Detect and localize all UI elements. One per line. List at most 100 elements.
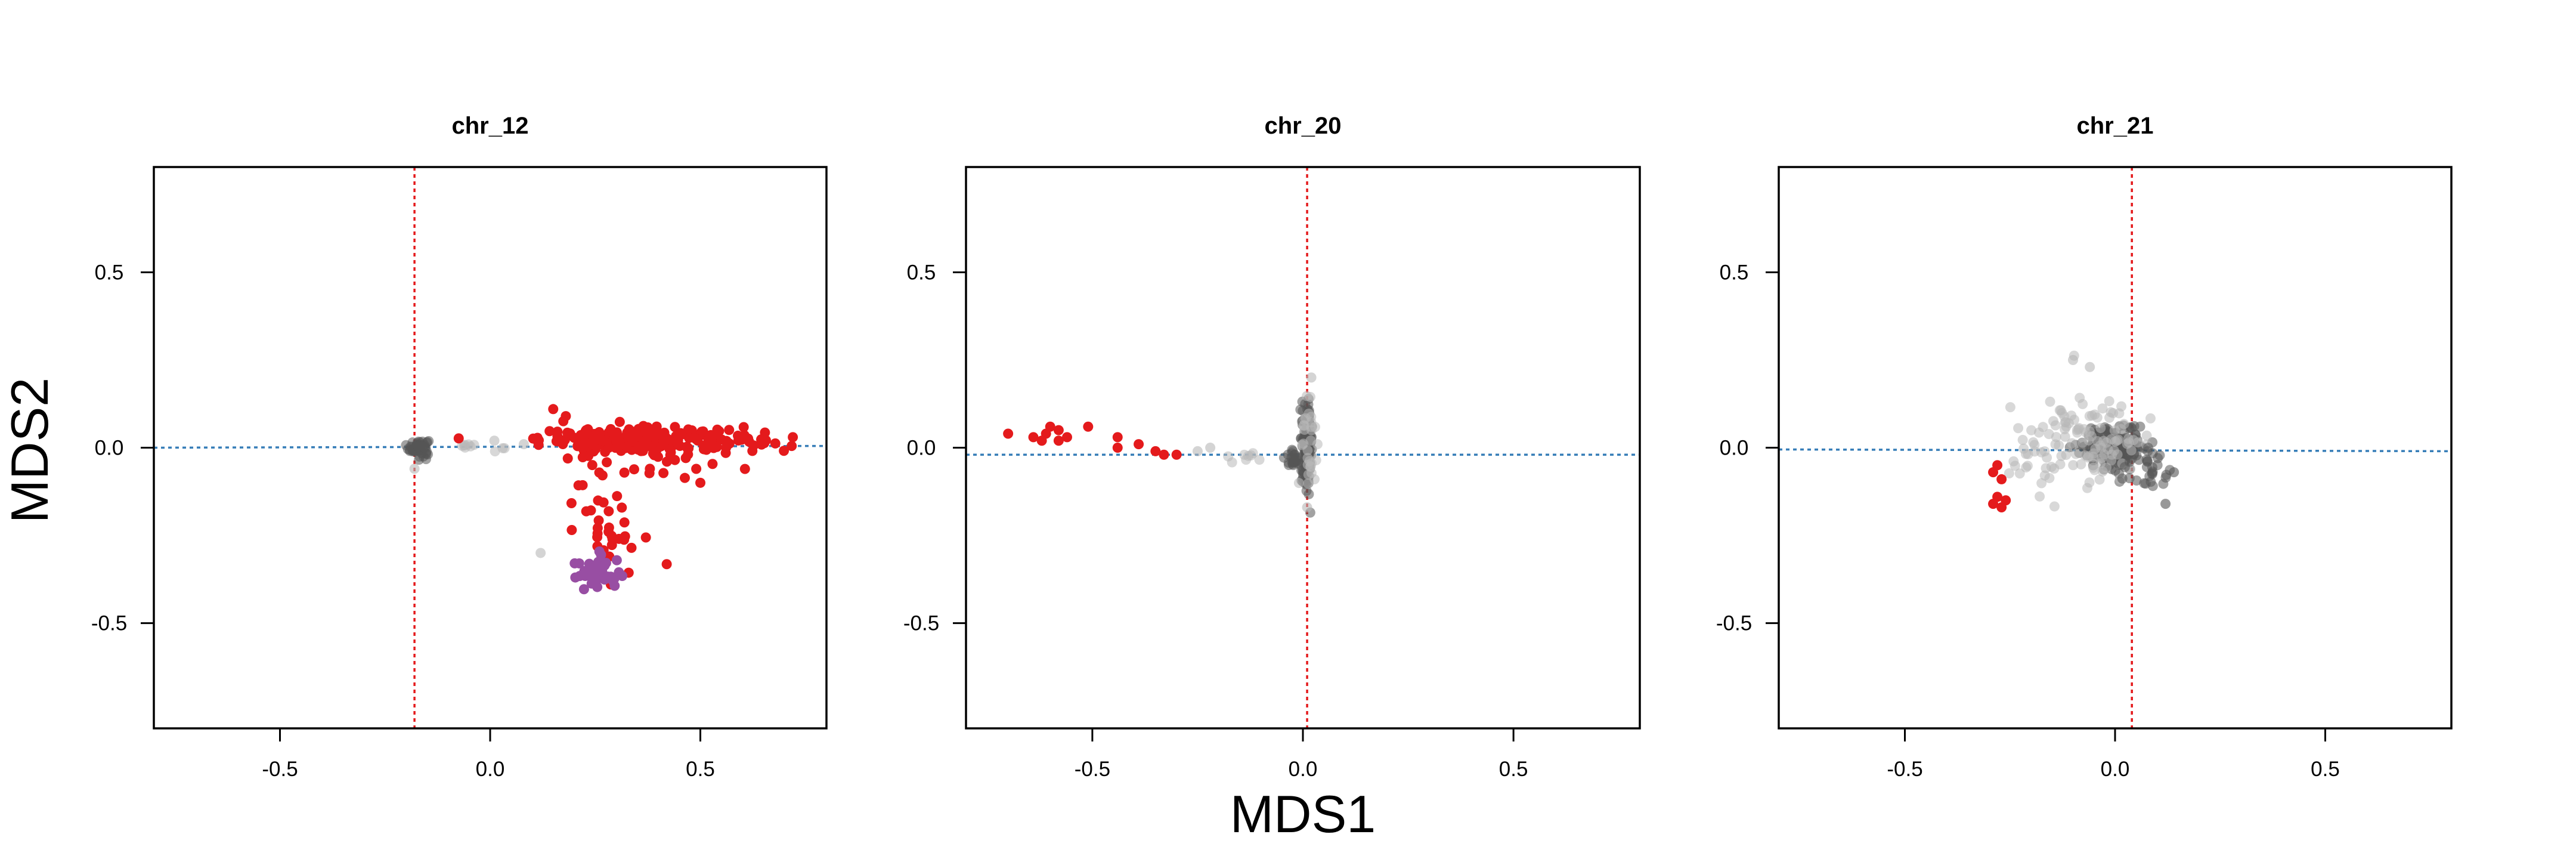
data-point bbox=[2112, 449, 2123, 460]
data-point bbox=[569, 558, 580, 568]
data-point bbox=[788, 432, 798, 443]
data-point bbox=[661, 456, 672, 467]
x-tick-label: -0.5 bbox=[262, 758, 298, 781]
data-point bbox=[592, 566, 603, 576]
data-point bbox=[680, 453, 691, 464]
panel-chr12: chr_12 -0.5 -0.5 0.0 0.0 0.5 0.5 bbox=[91, 113, 828, 781]
data-point bbox=[603, 522, 614, 533]
data-point bbox=[413, 441, 423, 452]
plot-area-chr12: -0.5 -0.5 0.0 0.0 0.5 0.5 bbox=[91, 166, 828, 781]
panel-title-chr12: chr_12 bbox=[452, 113, 529, 139]
data-point bbox=[2076, 459, 2086, 469]
data-point bbox=[572, 440, 583, 450]
data-point bbox=[2017, 435, 2028, 446]
data-point bbox=[1246, 450, 1256, 461]
data-point bbox=[1302, 502, 1312, 512]
data-point bbox=[1028, 432, 1039, 443]
y-tick-label: -0.5 bbox=[91, 612, 127, 635]
data-point bbox=[2036, 478, 2047, 489]
y-axis-title: MDS2 bbox=[0, 378, 59, 524]
data-point bbox=[587, 431, 598, 442]
data-point bbox=[593, 515, 604, 526]
data-point bbox=[489, 435, 500, 446]
data-point bbox=[1150, 446, 1161, 456]
y-tick-label: 0.5 bbox=[1720, 261, 1749, 284]
data-point bbox=[1159, 449, 1169, 460]
data-point bbox=[611, 555, 622, 566]
data-point bbox=[2068, 460, 2079, 471]
data-point bbox=[640, 532, 651, 543]
data-point bbox=[1283, 460, 1294, 471]
data-point bbox=[619, 517, 630, 528]
y-tick-label: 0.5 bbox=[907, 261, 936, 284]
y-tick-label: 0.5 bbox=[95, 261, 124, 284]
data-point bbox=[2049, 501, 2060, 512]
data-point bbox=[724, 425, 735, 435]
data-point bbox=[1062, 432, 1072, 443]
data-point bbox=[716, 434, 727, 445]
data-point bbox=[1205, 443, 1216, 453]
data-point bbox=[647, 427, 658, 438]
data-point bbox=[620, 531, 630, 542]
data-point bbox=[1003, 428, 1014, 439]
x-tick-label: 0.5 bbox=[2311, 758, 2340, 781]
data-point bbox=[2028, 437, 2039, 447]
data-point bbox=[779, 446, 789, 456]
data-point bbox=[682, 441, 692, 452]
plot-frame bbox=[965, 166, 1641, 730]
data-point bbox=[603, 443, 614, 453]
plot-frame bbox=[1778, 166, 2453, 730]
data-point bbox=[644, 468, 655, 478]
data-point bbox=[1036, 435, 1047, 446]
data-point bbox=[739, 464, 750, 474]
data-point bbox=[453, 433, 464, 444]
data-point bbox=[1304, 409, 1314, 419]
data-point bbox=[602, 457, 612, 468]
data-point bbox=[552, 431, 563, 441]
x-tick-label: 0.0 bbox=[476, 758, 505, 781]
data-point bbox=[696, 427, 707, 437]
data-point bbox=[1192, 446, 1203, 456]
data-point bbox=[2140, 478, 2151, 489]
data-point bbox=[2055, 459, 2066, 469]
data-point bbox=[2001, 495, 2011, 506]
data-point bbox=[2068, 354, 2078, 365]
data-point bbox=[2095, 422, 2106, 433]
data-point bbox=[586, 578, 597, 589]
data-point bbox=[787, 441, 797, 452]
data-point bbox=[594, 546, 605, 557]
plot-area-chr20: -0.5 -0.5 0.0 0.0 0.5 0.5 bbox=[903, 166, 1641, 781]
data-point bbox=[2021, 449, 2032, 459]
data-point bbox=[708, 443, 719, 453]
data-point bbox=[691, 464, 702, 474]
data-point bbox=[2042, 452, 2052, 463]
data-point bbox=[2095, 458, 2106, 469]
data-point bbox=[605, 571, 616, 582]
data-point bbox=[2106, 407, 2116, 418]
data-point bbox=[2104, 396, 2114, 407]
data-point bbox=[581, 506, 592, 517]
data-point bbox=[2085, 361, 2095, 372]
data-point bbox=[1304, 489, 1314, 499]
data-point bbox=[577, 452, 588, 463]
data-point bbox=[2082, 483, 2092, 493]
data-point bbox=[570, 572, 581, 583]
data-point bbox=[628, 464, 639, 475]
data-point bbox=[2135, 421, 2145, 432]
data-point bbox=[2169, 467, 2179, 478]
data-point bbox=[1171, 449, 1182, 460]
panel-title-chr20: chr_20 bbox=[1265, 113, 1342, 139]
data-point bbox=[2152, 460, 2163, 471]
x-tick-label: 0.5 bbox=[686, 758, 715, 781]
data-point bbox=[606, 530, 617, 541]
data-point bbox=[714, 426, 724, 437]
data-point bbox=[414, 451, 425, 462]
data-point bbox=[2158, 478, 2169, 489]
data-point bbox=[627, 436, 638, 447]
data-point bbox=[661, 559, 672, 570]
data-point bbox=[2045, 396, 2055, 407]
data-point bbox=[2132, 437, 2143, 448]
data-point bbox=[1112, 432, 1123, 443]
data-point bbox=[1254, 455, 1265, 465]
data-point bbox=[1045, 421, 1055, 432]
